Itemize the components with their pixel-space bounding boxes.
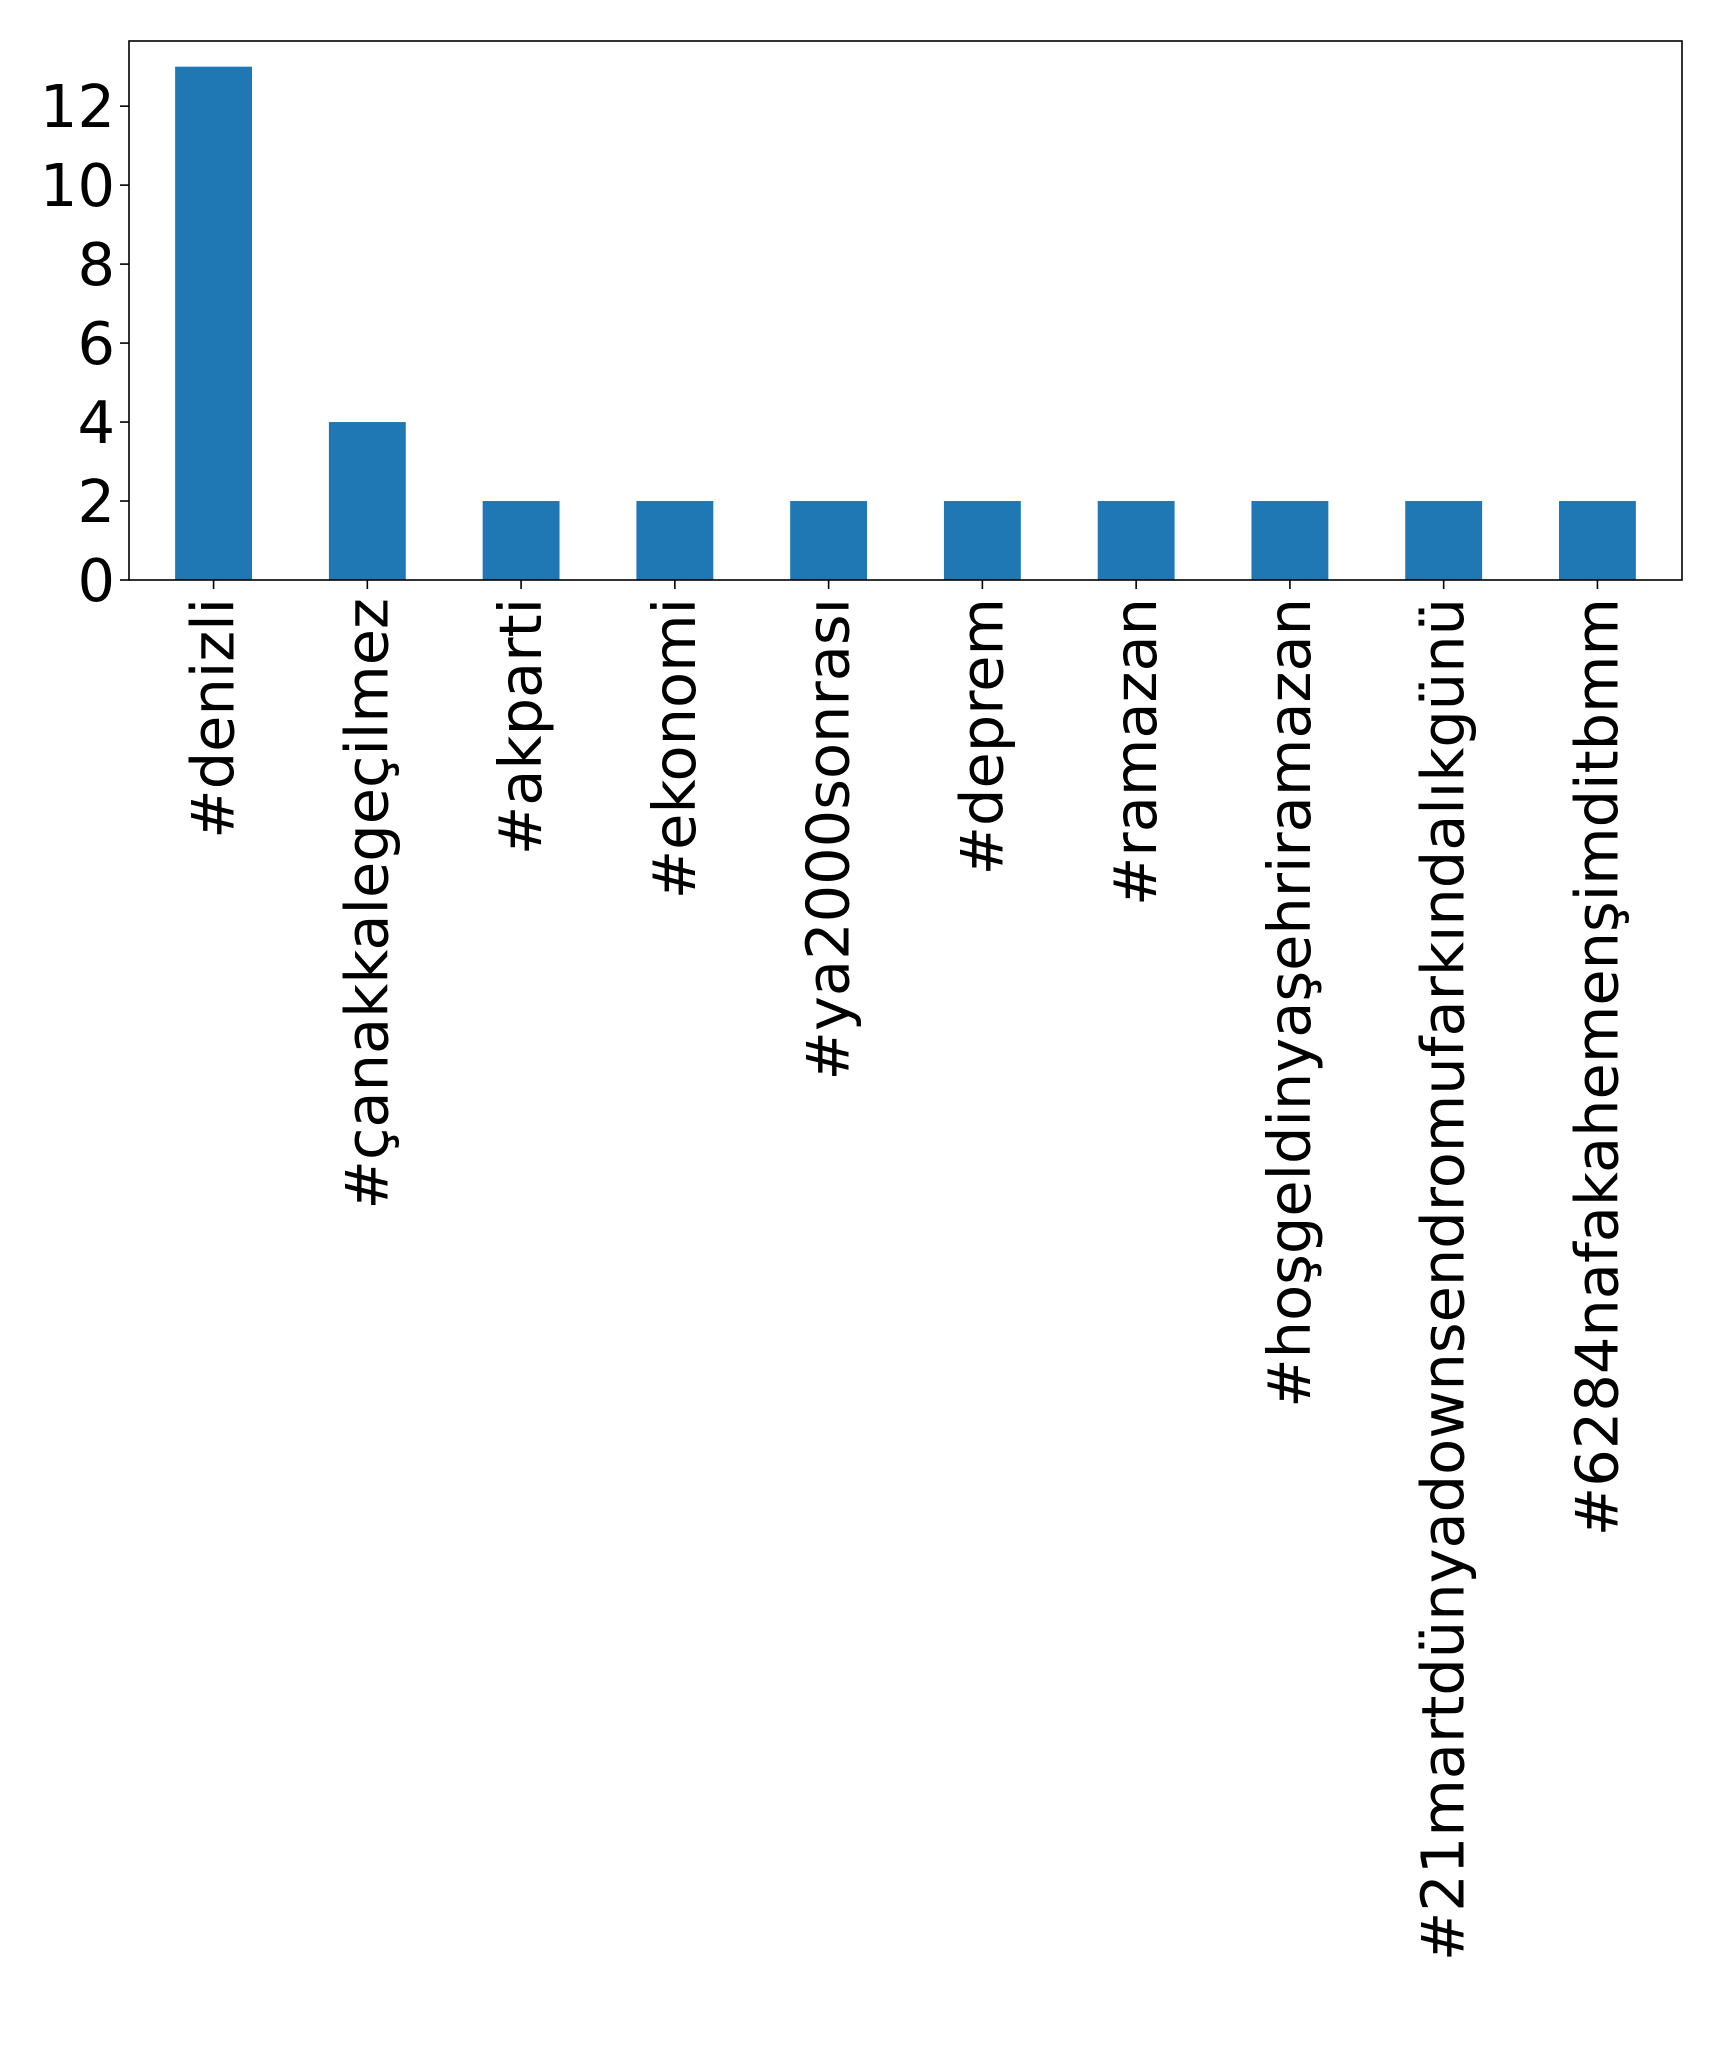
y-tick-label-2: 4 bbox=[77, 388, 115, 457]
bar-8 bbox=[1405, 501, 1483, 580]
bars-group bbox=[175, 66, 1636, 580]
bar-3 bbox=[636, 501, 714, 580]
y-tick-label-6: 12 bbox=[40, 72, 115, 141]
x-tick-label-1: #çanakkalegeçilmez bbox=[332, 598, 401, 1209]
x-tick-label-2: #akparti bbox=[486, 598, 555, 855]
bar-7 bbox=[1251, 501, 1329, 580]
x-tick-label-5: #deprem bbox=[947, 598, 1016, 875]
y-tick-label-4: 8 bbox=[77, 230, 115, 299]
bar-2 bbox=[482, 501, 560, 580]
x-tick-label-7: #hoşgeldinyaşehriramazan bbox=[1255, 598, 1324, 1408]
x-tick-label-6: #ramazan bbox=[1101, 598, 1170, 906]
x-tick-label-0: #denizli bbox=[179, 598, 248, 839]
bar-5 bbox=[943, 501, 1021, 580]
y-tick-label-5: 10 bbox=[40, 151, 115, 220]
x-axis: #denizli #çanakkalegeçilmez #akparti #ekono… bbox=[179, 580, 1631, 1961]
x-tick-label-8: #21martdünyadownsendromufarkındalıkgünü bbox=[1409, 598, 1478, 1961]
bar-4 bbox=[790, 501, 868, 580]
bar-1 bbox=[328, 422, 406, 580]
x-tick-label-9: #6284nafakahemenşimditbmm bbox=[1562, 598, 1631, 1536]
y-tick-label-3: 6 bbox=[77, 309, 115, 378]
bar-9 bbox=[1558, 501, 1636, 580]
y-tick-label-1: 2 bbox=[77, 467, 115, 536]
bar-6 bbox=[1097, 501, 1175, 580]
y-tick-label-0: 0 bbox=[77, 546, 115, 615]
plot-frame bbox=[128, 40, 1683, 581]
bar-0 bbox=[175, 66, 253, 580]
x-tick-label-3: #ekonomi bbox=[640, 598, 709, 899]
x-tick-label-4: #ya2000sonrası bbox=[794, 598, 863, 1080]
y-axis: 0 2 4 6 8 10 12 bbox=[40, 72, 129, 615]
